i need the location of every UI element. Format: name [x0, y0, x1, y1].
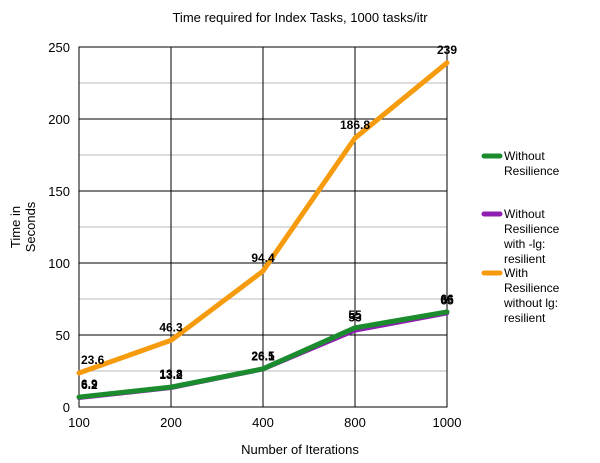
- legend-entry: With Resilience without lg: resilient: [503, 266, 560, 325]
- x-axis-ticks: 100 200 400 800 1000: [68, 415, 461, 430]
- data-label: 239: [437, 43, 457, 57]
- data-label: 66: [440, 292, 454, 306]
- y-axis-label-text: Time inSeconds: [8, 201, 38, 252]
- legend-entry: Without Resilience: [504, 149, 560, 178]
- x-tick-label: 200: [160, 415, 182, 430]
- plot-frame: [78, 46, 448, 408]
- y-tick-label: 250: [48, 40, 70, 55]
- y-tick-label: 100: [48, 256, 70, 271]
- x-tick-label: 400: [252, 415, 274, 430]
- x-tick-label: 100: [68, 415, 90, 430]
- legend-entry: Without Resilience with -lg: resilient: [503, 207, 560, 266]
- y-axis-ticks: 0 50 100 150 200 250: [48, 40, 70, 415]
- series-line-0: [76, 309, 450, 400]
- data-label: 186.8: [340, 118, 370, 132]
- legend: Without Resilience Without Resilience with -…: [481, 149, 560, 325]
- y-tick-label: 150: [48, 184, 70, 199]
- data-label: 26.1: [251, 349, 275, 363]
- data-label: 46.3: [159, 320, 183, 334]
- data-label: 13.8: [159, 367, 183, 381]
- data-label: 55: [348, 308, 362, 322]
- data-label: 6.2: [81, 378, 98, 392]
- data-label: 6.9: [81, 377, 98, 391]
- data-label: 26.5: [251, 349, 275, 363]
- data-label: 65: [440, 293, 454, 307]
- y-tick-label: 0: [63, 400, 70, 415]
- data-labels: 6.9 13.8 26.5 55 66 6.2 13.2 26.1 53 65 23.6 46.3 94…: [81, 43, 457, 392]
- chart-title: Time required for Index Tasks, 1000 task…: [172, 10, 428, 25]
- x-tick-label: 1000: [433, 415, 462, 430]
- x-tick-label: 800: [344, 415, 366, 430]
- series-lines: [76, 60, 450, 401]
- x-axis-label: Number of Iterations: [241, 442, 359, 457]
- data-label: 13.2: [159, 368, 183, 382]
- data-label: 23.6: [81, 353, 105, 367]
- y-tick-label: 50: [56, 328, 70, 343]
- grid: [78, 46, 448, 408]
- y-tick-label: 200: [48, 112, 70, 127]
- data-label: 53: [348, 311, 362, 325]
- data-label: 94.4: [251, 251, 275, 265]
- y-axis-label: Time inSeconds: [8, 201, 38, 252]
- series-line-2: [76, 60, 450, 376]
